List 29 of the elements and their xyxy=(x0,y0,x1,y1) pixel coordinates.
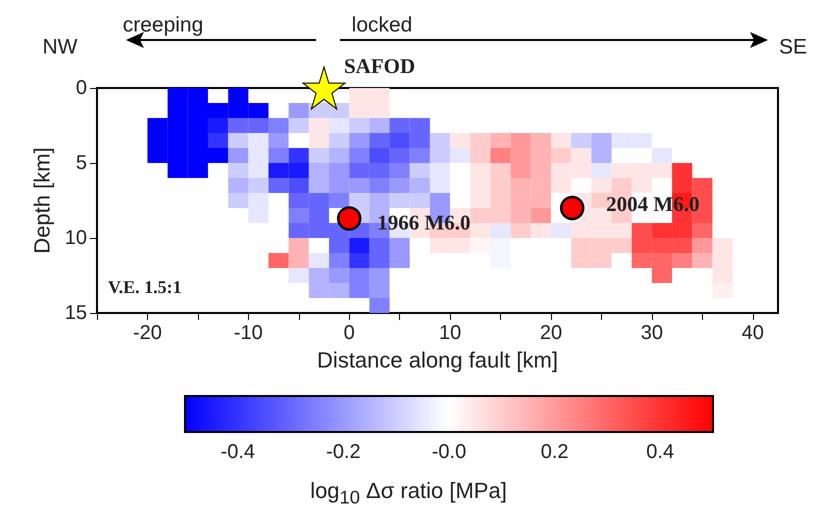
color-bar-label: 0.4 xyxy=(646,441,674,463)
color-bar-title: log$_{10}$ Δσ ratio [MPa] xyxy=(309,478,508,508)
y-tick-label: 10 xyxy=(64,227,87,249)
x-tick-label: 30 xyxy=(640,322,664,344)
point xyxy=(336,206,362,231)
y-tick-label: 5 xyxy=(76,152,87,174)
y-tick-label: 15 xyxy=(64,302,87,324)
x-tick-label: 20 xyxy=(540,322,562,344)
x-tick-label: -20 xyxy=(132,322,162,344)
point xyxy=(560,196,584,220)
text: NW xyxy=(42,36,78,58)
color-bar-label: -0.2 xyxy=(326,441,361,463)
y-tick-label: 0 xyxy=(76,77,87,99)
point xyxy=(302,66,346,110)
color-bar-label: -0.4 xyxy=(220,441,256,463)
text: locked xyxy=(352,14,412,36)
text: SE xyxy=(778,36,808,58)
x-tick-label: 40 xyxy=(742,322,764,344)
x-axis-title: Distance along fault [km] xyxy=(317,348,558,372)
x-tick-label: 0 xyxy=(344,322,355,344)
annotation: 1966 M6.0 xyxy=(377,210,471,234)
color-bar-label: -0.0 xyxy=(432,441,466,463)
annotation: V.E. 1.5:1 xyxy=(108,277,182,297)
annotation: SAFOD xyxy=(344,54,416,78)
color-bar-label: 0.2 xyxy=(540,441,569,463)
x-tick-label: 10 xyxy=(438,322,462,344)
y-axis-title: Depth [km] xyxy=(30,147,54,254)
x-tick-label: -10 xyxy=(234,322,263,344)
text: creeping xyxy=(122,14,204,36)
